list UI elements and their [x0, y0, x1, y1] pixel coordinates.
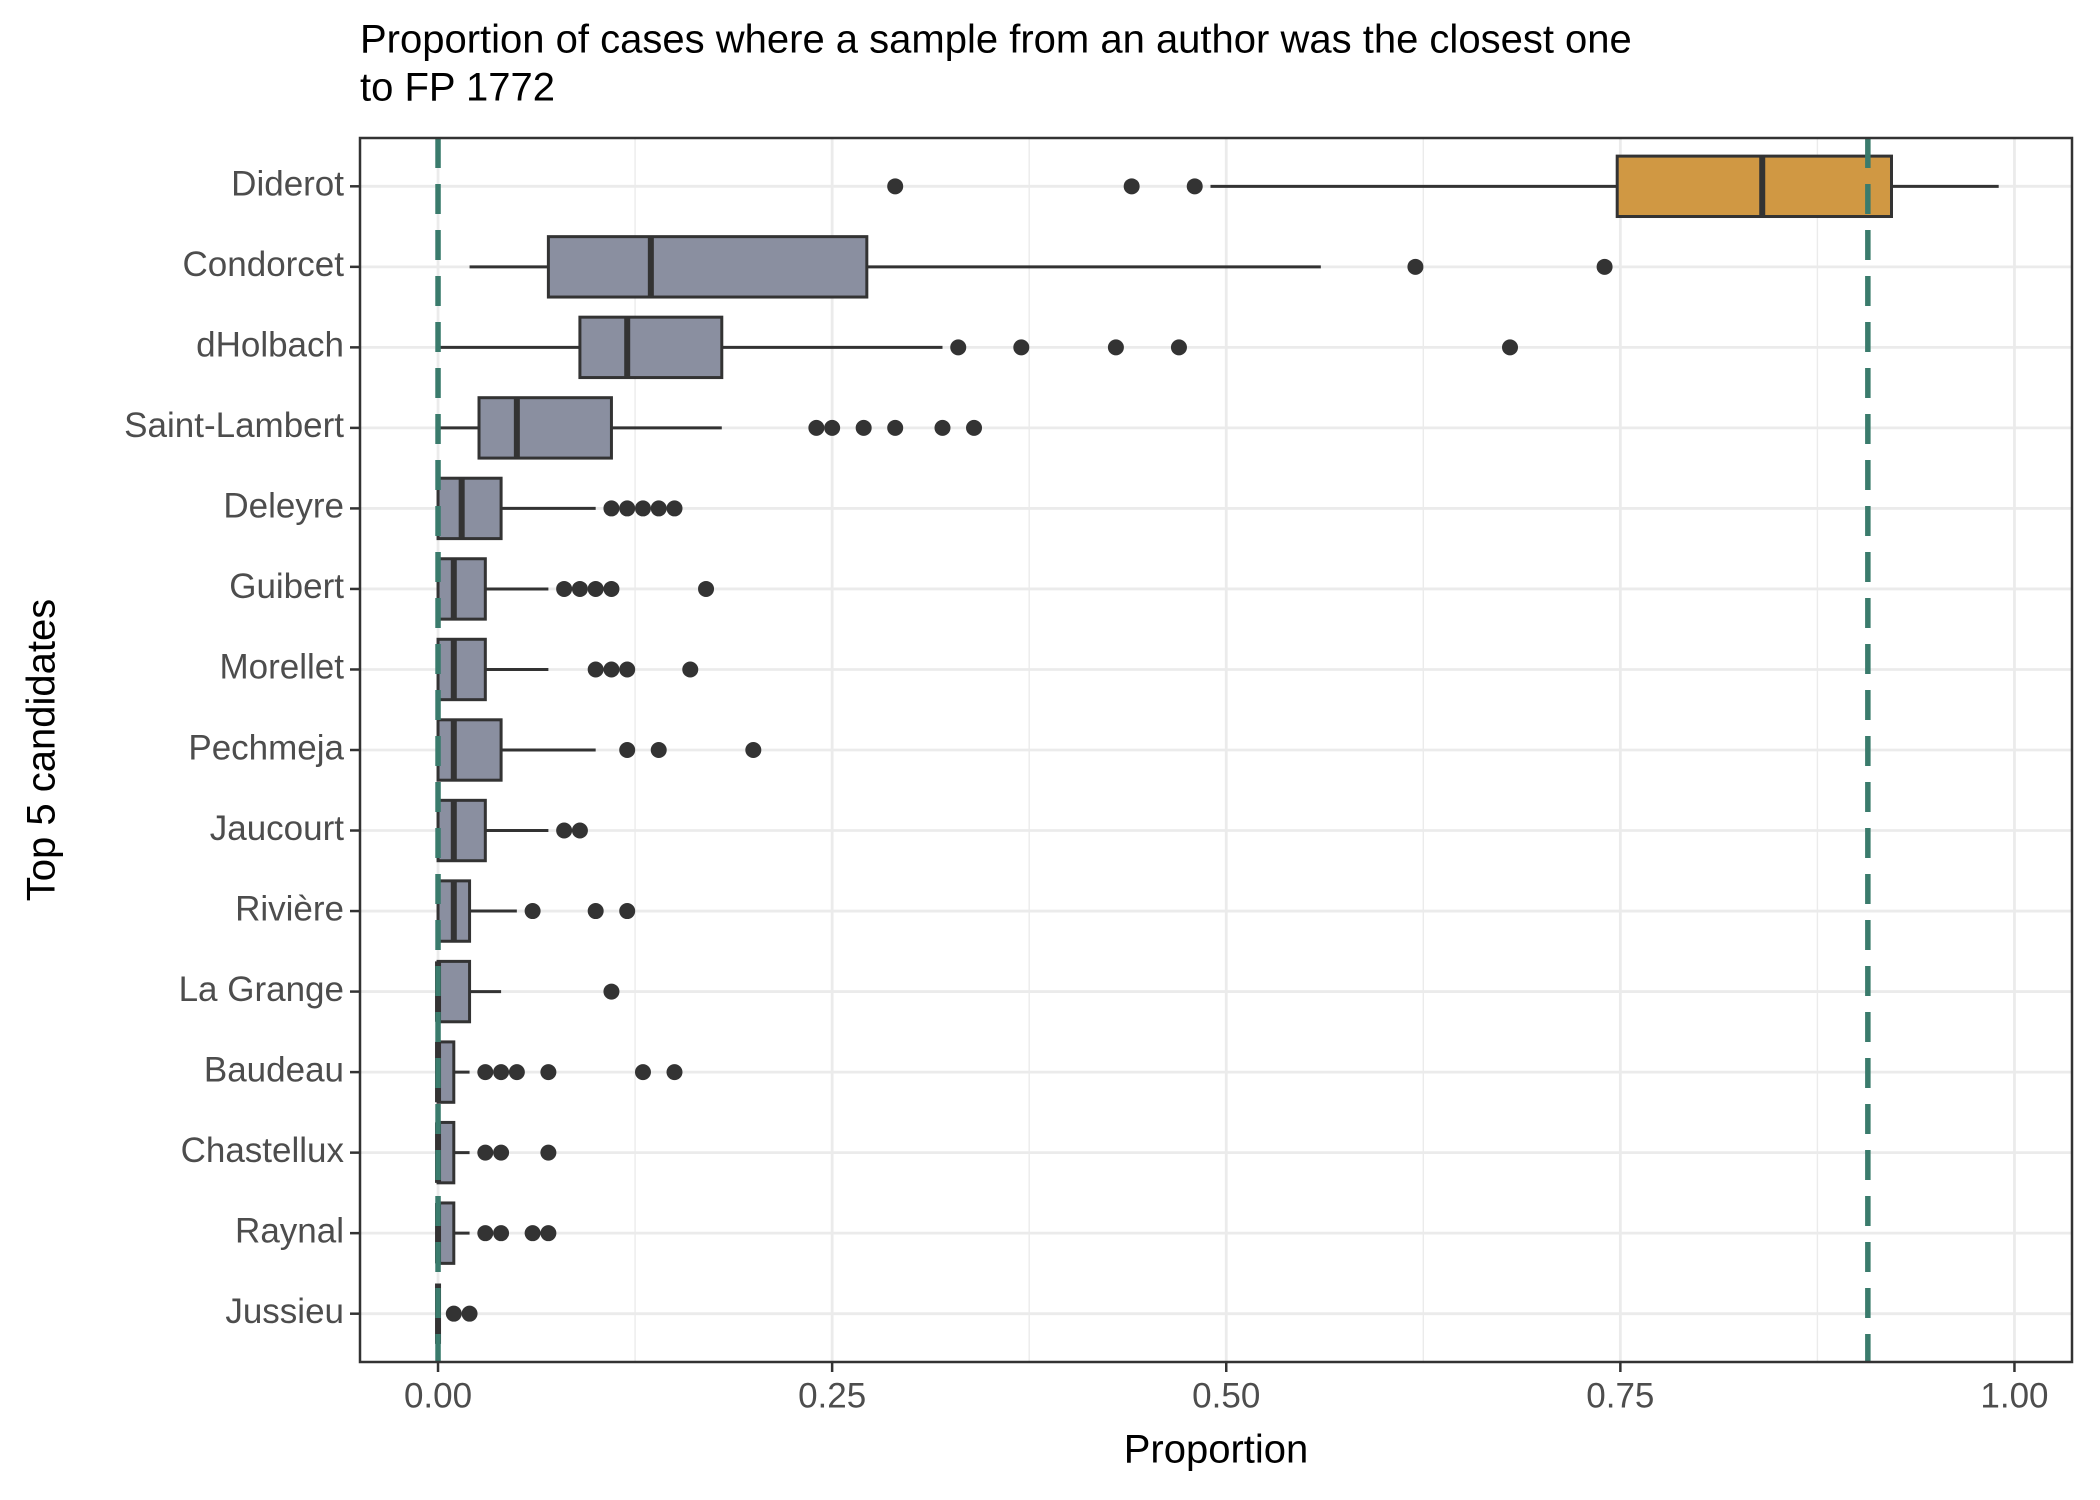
- y-tick-label: Jaucourt: [210, 809, 345, 848]
- outlier: [477, 1225, 494, 1242]
- outlier: [950, 339, 967, 356]
- box: [578, 315, 724, 380]
- outlier: [1013, 339, 1030, 356]
- panel-border: [358, 136, 2074, 1364]
- outlier: [1107, 339, 1124, 356]
- outlier: [1502, 339, 1519, 356]
- outlier: [1407, 258, 1424, 275]
- outlier: [887, 419, 904, 436]
- outlier: [855, 419, 872, 436]
- outlier: [634, 1064, 651, 1081]
- outlier: [619, 500, 636, 517]
- outlier: [540, 1064, 557, 1081]
- y-tick-label: Raynal: [235, 1211, 344, 1250]
- outlier: [887, 178, 904, 195]
- y-tick-label: Pechmeja: [188, 728, 344, 767]
- box: [436, 959, 472, 1024]
- outlier: [1170, 339, 1187, 356]
- outlier: [650, 742, 667, 758]
- y-tick-label: dHolbach: [196, 326, 344, 365]
- y-tick-label: Guibert: [229, 567, 344, 606]
- outlier: [603, 983, 620, 1000]
- x-tick-label: 0.50: [1192, 1376, 1260, 1415]
- y-tick-label: Diderot: [231, 165, 344, 204]
- outlier: [524, 1225, 541, 1242]
- y-tick-label: Deleyre: [223, 487, 344, 526]
- outlier: [445, 1305, 462, 1322]
- outlier: [540, 1144, 557, 1161]
- outlier: [966, 419, 983, 436]
- y-tick-label: Morellet: [220, 648, 345, 687]
- outlier: [556, 580, 573, 597]
- outlier: [603, 580, 620, 597]
- outlier: [524, 903, 541, 920]
- y-axis-title: Top 5 candidates: [20, 599, 64, 901]
- box: [436, 557, 487, 621]
- y-tick-label: La Grange: [179, 970, 344, 1009]
- outlier: [1123, 178, 1140, 195]
- outlier: [461, 1305, 478, 1322]
- y-tick-label: Jussieu: [225, 1292, 344, 1331]
- outlier: [477, 1144, 494, 1161]
- y-tick-label: Rivière: [235, 889, 344, 928]
- box: [477, 396, 613, 460]
- x-tick-label: 0.00: [404, 1376, 472, 1415]
- x-tick-label: 0.75: [1586, 1376, 1654, 1415]
- outlier: [808, 419, 825, 436]
- box: [1615, 154, 1893, 219]
- outlier: [571, 822, 588, 839]
- outlier: [1186, 178, 1203, 195]
- y-tick-label: Baudeau: [204, 1050, 344, 1089]
- outlier: [587, 661, 604, 678]
- outlier: [493, 1064, 510, 1081]
- outlier: [666, 1064, 683, 1081]
- outlier: [634, 500, 651, 517]
- outlier: [1596, 258, 1613, 275]
- chart-title: Proportion of cases where a sample from …: [360, 18, 1632, 62]
- outlier: [698, 580, 715, 597]
- outlier: [824, 419, 841, 436]
- box: [436, 476, 503, 541]
- y-tick-label: Saint-Lambert: [124, 406, 344, 445]
- box: [436, 718, 503, 782]
- x-tick-label: 0.25: [798, 1376, 866, 1415]
- outlier: [745, 742, 762, 758]
- y-tick-label: Condorcet: [183, 245, 345, 284]
- outlier: [587, 903, 604, 920]
- outlier: [682, 661, 699, 678]
- x-axis-title: Proportion: [1124, 1428, 1309, 1472]
- box: [546, 235, 869, 299]
- outlier: [619, 903, 636, 920]
- outlier: [477, 1064, 494, 1081]
- outlier: [666, 500, 683, 517]
- outlier: [493, 1144, 510, 1161]
- box: [436, 637, 487, 702]
- outlier: [603, 500, 620, 517]
- outlier: [540, 1225, 557, 1242]
- outlier: [603, 661, 620, 678]
- box: [436, 798, 487, 863]
- outlier: [619, 661, 636, 678]
- outlier: [556, 822, 573, 839]
- outlier: [619, 742, 636, 758]
- outlier: [571, 580, 588, 597]
- outlier: [493, 1225, 510, 1242]
- x-tick-label: 1.00: [1980, 1376, 2048, 1415]
- outlier: [934, 419, 951, 436]
- y-tick-label: Chastellux: [181, 1131, 345, 1170]
- chart-title: to FP 1772: [360, 66, 555, 110]
- outlier: [508, 1064, 525, 1081]
- outlier: [587, 580, 604, 597]
- outlier: [650, 500, 667, 517]
